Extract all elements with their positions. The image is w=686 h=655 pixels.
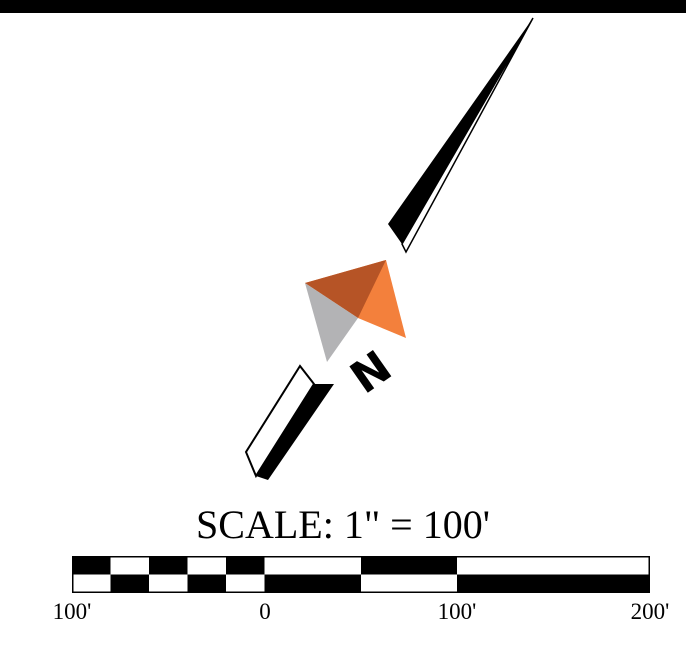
north-arrow-icon: N [244,17,534,480]
tail-lower-face [244,364,316,479]
scale-label-200: 200' [630,599,670,624]
compass-diamond-dark [305,260,386,318]
needle-upper-shadow [388,18,533,244]
north-letter: N [340,339,399,402]
compass-diamond-gray [305,283,358,362]
needle-upper-face [401,17,534,254]
tail-lower-shadow [256,384,334,480]
top-border [0,0,686,13]
scale-label-100-right: 100' [437,599,477,624]
scale-title: SCALE: 1" = 100' [196,502,490,547]
scale-label-100-left: 100' [52,599,92,624]
scale-label-0: 0 [259,599,271,624]
scale-bar [72,556,650,593]
